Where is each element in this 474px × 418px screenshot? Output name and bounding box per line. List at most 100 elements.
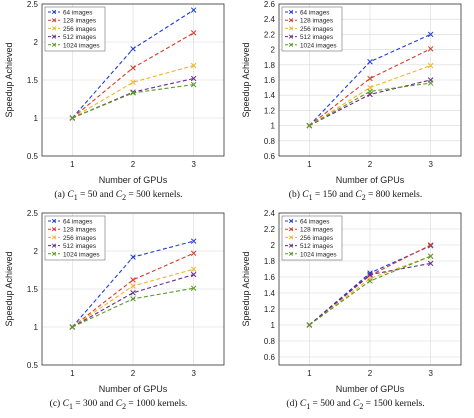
data-point [427, 62, 434, 69]
data-point [130, 79, 136, 86]
series-line [308, 255, 431, 326]
x-tick-label: 1 [307, 369, 312, 378]
legend-label: 128 images [63, 18, 96, 25]
y-tick-label: 2 [271, 46, 276, 55]
y-tick-label: 1 [34, 323, 39, 332]
data-point [427, 242, 434, 248]
data-point [130, 254, 136, 260]
legend-marker [288, 251, 294, 256]
data-point [190, 285, 197, 291]
data-point [427, 253, 434, 259]
y-tick-label: 0.6 [264, 353, 276, 362]
data-point [130, 89, 136, 95]
series-line [72, 274, 194, 328]
y-tick-label: 1.4 [264, 91, 276, 100]
x-tick-label: 2 [368, 369, 373, 378]
y-tick-label: 1.2 [264, 106, 276, 115]
data-point [427, 243, 434, 249]
data-point [130, 296, 136, 302]
caption-b: (b) C1 = 150 and C2 = 800 kernels. [288, 190, 423, 202]
legend-label: 512 images [300, 243, 333, 250]
y-tick-label: 2 [34, 247, 39, 256]
data-point [427, 46, 434, 52]
legend-marker [288, 218, 294, 224]
series-line [71, 252, 194, 328]
y-tick-label: 0.6 [264, 152, 276, 161]
chart-d: 0.6 0.8 1 1.2 1.4 1.6 1.8 2 2.2 2.4 1 2 3 Number of G… [241, 209, 462, 394]
legend-label: 1024 images [300, 251, 337, 258]
data-point [190, 30, 197, 36]
legend-label: 1024 images [63, 251, 100, 258]
data-point [130, 46, 136, 52]
chart-panel-a: 0.5 1 1.5 2 2.5 1 2 3 Number of GPUs Speedup Achi… [0, 0, 237, 209]
x-axis-label: Number of GPUs [99, 384, 168, 394]
data-point [427, 31, 434, 38]
y-tick-label: 1.4 [264, 289, 276, 298]
data-point [306, 322, 313, 328]
y-tick-label: 2 [271, 241, 276, 250]
x-tick-label: 3 [428, 160, 433, 169]
data-point [190, 238, 197, 244]
data-point [427, 80, 434, 86]
legend-label: 128 images [300, 18, 333, 25]
data-point [367, 278, 373, 284]
legend-label: 512 images [63, 34, 96, 41]
y-tick-label: 2.2 [264, 225, 276, 234]
data-point [190, 271, 197, 278]
legend-marker [51, 235, 57, 240]
legend-label: 512 images [300, 34, 333, 41]
x-tick-label: 2 [368, 160, 373, 169]
data-point [130, 65, 136, 71]
legend-marker [288, 18, 294, 23]
data-point [130, 277, 136, 283]
legend-label: 1024 images [63, 42, 100, 49]
legend-marker [288, 9, 294, 15]
chart-panel-b: 0.6 0.8 1 1.2 1.4 1.6 1.8 2 2.2 2.4 2.6 1 2 3 Number o… [237, 0, 474, 209]
chart-c: 0.5 1 1.5 2 2.5 1 2 3 Number of GPUs Speedup Achi… [4, 209, 225, 394]
x-axis-label: Number of GPUs [336, 175, 405, 185]
y-axis-label: Speedup Achieved [4, 251, 14, 326]
legend-marker [51, 243, 57, 248]
data-point [367, 271, 373, 278]
series-line [309, 82, 431, 127]
y-tick-label: 1 [271, 321, 276, 330]
y-tick-label: 1.5 [27, 76, 39, 85]
y-axis-label: Speedup Achieved [4, 42, 14, 117]
legend-label: 256 images [300, 26, 333, 33]
data-point [367, 59, 373, 65]
x-axis-label: Number of GPUs [336, 384, 405, 394]
data-point [306, 122, 313, 129]
y-tick-label: 2.5 [27, 209, 39, 218]
y-tick-label: 0.5 [27, 361, 39, 370]
y-tick-label: 2.2 [264, 30, 276, 39]
legend-marker [288, 42, 294, 47]
data-point [367, 75, 373, 82]
caption-c: (c) C1 = 300 and C2 = 1000 kernels. [49, 399, 188, 411]
legend-label: 64 images [63, 10, 93, 17]
y-axis-label: Speedup Achieved [241, 251, 251, 326]
data-point [190, 81, 197, 88]
legend-marker [288, 227, 294, 232]
chart-b: 0.6 0.8 1 1.2 1.4 1.6 1.8 2 2.2 2.4 2.6 1 2 3 Number o… [241, 0, 462, 185]
y-tick-label: 1.8 [264, 61, 276, 70]
legend-label: 128 images [63, 227, 96, 234]
data-point [69, 115, 76, 121]
legend-marker [288, 243, 294, 248]
legend-marker [51, 34, 57, 39]
data-point [190, 75, 197, 82]
data-point [190, 62, 197, 69]
data-point [130, 90, 136, 96]
data-point [427, 260, 434, 267]
data-point [130, 290, 136, 296]
data-point [69, 324, 76, 330]
y-tick-label: 1 [34, 114, 39, 123]
x-tick-label: 2 [131, 160, 136, 169]
x-tick-label: 2 [131, 369, 136, 378]
y-tick-label: 0.8 [264, 337, 276, 346]
data-point [367, 88, 373, 95]
legend-marker [51, 9, 57, 15]
legend-label: 64 images [300, 219, 330, 226]
x-tick-label: 3 [191, 160, 196, 169]
legend-label: 1024 images [300, 42, 337, 49]
legend-marker [51, 42, 57, 47]
